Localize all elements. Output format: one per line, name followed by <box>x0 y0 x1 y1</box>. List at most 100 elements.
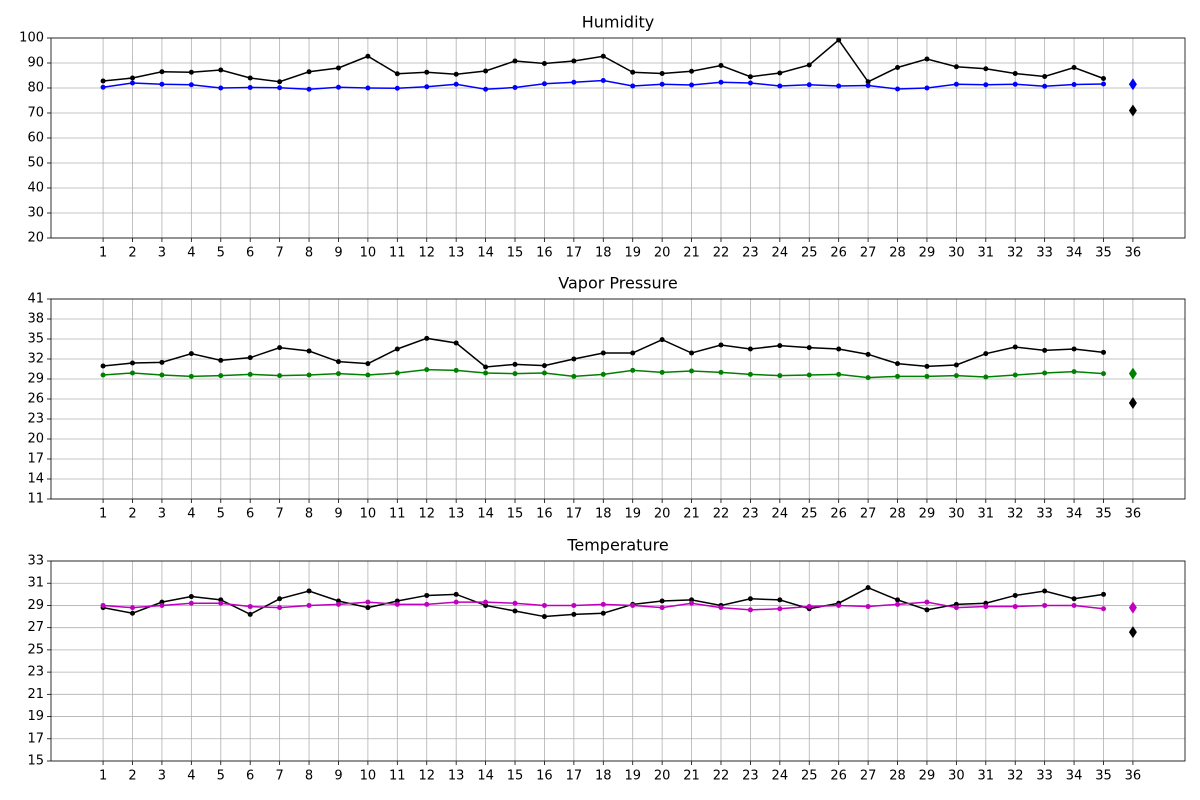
point-marker <box>1071 369 1077 375</box>
x-tick-label: 13 <box>448 769 465 784</box>
point-marker <box>1042 83 1048 89</box>
y-tick-label: 23 <box>27 665 44 680</box>
point-marker <box>159 359 165 365</box>
point-marker <box>777 597 783 603</box>
point-marker <box>541 363 547 369</box>
x-tick-label: 32 <box>1007 769 1024 784</box>
point-marker <box>365 605 371 611</box>
panel-title: Temperature <box>566 536 668 555</box>
x-tick-label: 29 <box>919 769 936 784</box>
point-marker <box>600 78 606 83</box>
point-marker <box>247 371 253 377</box>
point-marker <box>394 370 400 376</box>
point-marker <box>512 58 518 64</box>
y-tick-label: 29 <box>27 598 44 613</box>
point-marker <box>1012 344 1018 350</box>
point-marker <box>100 602 106 608</box>
x-tick-label: 32 <box>1007 507 1024 522</box>
point-marker <box>806 82 812 88</box>
x-tick-label: 21 <box>683 769 700 784</box>
x-tick-label: 22 <box>713 507 730 522</box>
point-marker <box>1042 588 1048 594</box>
point-marker <box>806 372 812 378</box>
point-marker <box>100 363 106 369</box>
x-tick-label: 19 <box>624 246 641 261</box>
point-marker <box>865 351 871 357</box>
y-tick-label: 27 <box>27 620 44 635</box>
y-tick-label: 23 <box>27 412 44 427</box>
x-tick-label: 16 <box>536 246 553 261</box>
x-tick-label: 14 <box>477 507 494 522</box>
point-marker <box>365 372 371 378</box>
point-marker <box>335 65 341 71</box>
point-marker <box>924 599 930 605</box>
point-marker <box>100 78 106 84</box>
x-tick-label: 17 <box>566 507 583 522</box>
point-marker <box>630 83 636 89</box>
point-marker <box>777 343 783 349</box>
point-marker <box>188 69 194 75</box>
y-tick-label: 21 <box>27 687 44 702</box>
x-tick-label: 24 <box>772 507 789 522</box>
x-tick-label: 7 <box>275 246 283 261</box>
point-marker <box>365 85 371 91</box>
point-marker <box>188 351 194 357</box>
y-tick-label: 100 <box>19 31 44 46</box>
point-marker <box>541 81 547 87</box>
y-tick-label: 90 <box>27 56 44 71</box>
point-marker <box>630 602 636 608</box>
point-marker <box>895 597 901 603</box>
point-marker <box>424 601 430 607</box>
point-marker <box>424 335 430 341</box>
point-marker <box>630 367 636 373</box>
point-marker <box>659 369 665 375</box>
x-tick-label: 15 <box>507 769 524 784</box>
point-marker <box>335 371 341 377</box>
point-marker <box>130 75 136 81</box>
point-marker <box>659 81 665 87</box>
point-marker <box>1012 81 1018 87</box>
x-tick-label: 20 <box>654 507 671 522</box>
x-tick-label: 33 <box>1036 769 1053 784</box>
point-marker <box>159 372 165 378</box>
point-marker <box>218 357 224 363</box>
point-marker <box>630 69 636 75</box>
x-tick-label: 12 <box>418 769 435 784</box>
point-marker <box>1128 78 1137 91</box>
point-marker <box>1128 601 1137 614</box>
point-marker <box>512 600 518 606</box>
x-tick-label: 27 <box>860 507 877 522</box>
panel-title: Vapor Pressure <box>558 274 677 293</box>
point-marker <box>865 604 871 610</box>
point-marker <box>806 345 812 351</box>
point-marker <box>571 58 577 64</box>
point-marker <box>600 350 606 356</box>
point-marker <box>277 596 283 602</box>
point-marker <box>541 370 547 376</box>
x-tick-label: 1 <box>99 246 107 261</box>
point-marker <box>277 605 283 611</box>
x-tick-label: 5 <box>217 507 225 522</box>
x-tick-label: 32 <box>1007 246 1024 261</box>
x-tick-label: 6 <box>246 246 254 261</box>
point-marker <box>865 79 871 85</box>
point-marker <box>453 367 459 373</box>
point-marker <box>335 359 341 365</box>
x-tick-label: 11 <box>389 769 406 784</box>
x-tick-label: 18 <box>595 769 612 784</box>
point-marker <box>483 86 489 92</box>
point-marker <box>953 81 959 87</box>
x-tick-label: 20 <box>654 246 671 261</box>
point-marker <box>983 82 989 88</box>
point-marker <box>1071 346 1077 352</box>
x-tick-label: 30 <box>948 769 965 784</box>
x-tick-label: 15 <box>507 507 524 522</box>
x-tick-label: 29 <box>919 507 936 522</box>
point-marker <box>247 611 253 617</box>
point-marker <box>983 351 989 357</box>
x-tick-label: 19 <box>624 507 641 522</box>
x-tick-label: 9 <box>334 769 342 784</box>
